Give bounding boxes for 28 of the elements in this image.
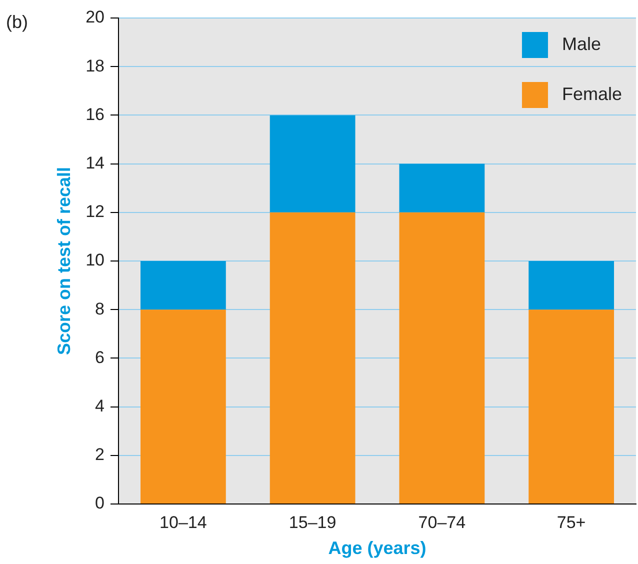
y-tick-label: 10 xyxy=(86,250,105,270)
x-tick-label: 70–74 xyxy=(418,512,466,532)
y-tick-label: 6 xyxy=(95,348,105,367)
x-tick-label: 15–19 xyxy=(288,512,336,532)
y-tick-label: 12 xyxy=(86,202,105,222)
y-tick-label: 20 xyxy=(86,8,105,27)
x-tick-label: 75+ xyxy=(556,512,586,532)
y-tick-label: 16 xyxy=(86,104,105,124)
y-tick-label: 8 xyxy=(95,299,105,318)
y-axis-title: Score on test of recall xyxy=(54,166,74,356)
bar xyxy=(140,310,226,504)
bar xyxy=(399,164,485,212)
bar xyxy=(270,212,356,504)
y-tick-label: 14 xyxy=(86,153,105,172)
bar xyxy=(399,212,485,504)
bar xyxy=(528,310,614,504)
x-axis-title: Age (years) xyxy=(328,538,426,558)
x-tick-label: 10–14 xyxy=(160,512,207,532)
y-tick-label: 4 xyxy=(95,396,105,416)
y-tick-label: 2 xyxy=(95,445,105,464)
bar xyxy=(270,115,356,212)
y-tick-label: 0 xyxy=(95,494,105,513)
bar xyxy=(140,261,226,310)
bar xyxy=(528,261,614,310)
text: (b) xyxy=(6,12,28,32)
y-tick-label: 18 xyxy=(86,56,105,76)
legend-label: Female xyxy=(562,84,622,104)
legend-label: Male xyxy=(562,34,601,54)
